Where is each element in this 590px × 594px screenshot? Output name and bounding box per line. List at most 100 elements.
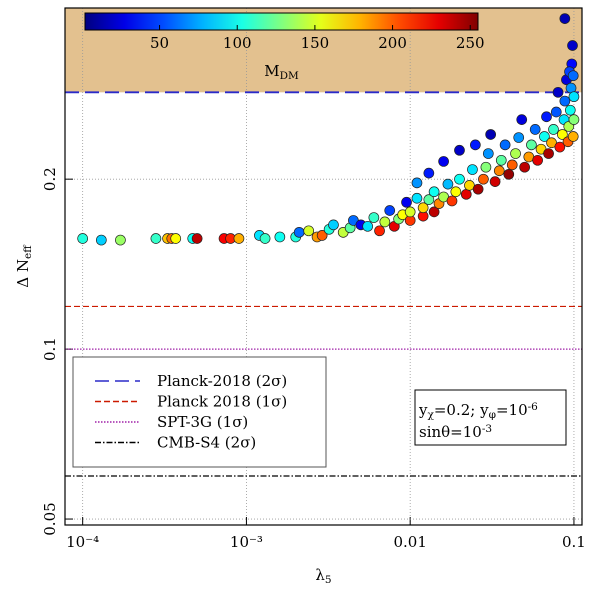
point	[428, 186, 440, 198]
point	[550, 106, 562, 118]
text-part: eff	[22, 244, 34, 259]
point	[516, 114, 528, 125]
point	[259, 233, 271, 244]
colorbar-tick-label: 250	[456, 34, 485, 52]
x-axis-label: λ5	[315, 566, 331, 586]
y-tick-label: 0.2	[41, 167, 59, 191]
point	[568, 91, 580, 103]
colorbar-tick-label: 200	[378, 34, 407, 52]
point	[519, 161, 530, 173]
point	[513, 132, 525, 143]
point	[411, 192, 423, 204]
point	[467, 164, 478, 175]
text-part: -3	[482, 423, 492, 435]
annotation-box	[414, 389, 567, 446]
point	[539, 131, 550, 142]
colorbar-tick-label: 150	[301, 34, 330, 52]
point	[417, 202, 429, 214]
point	[404, 206, 416, 218]
text-part: -6	[528, 401, 539, 413]
y-tick-label: 0.1	[41, 337, 59, 361]
text-part: 5	[325, 574, 332, 586]
point	[374, 225, 385, 237]
point	[423, 194, 435, 205]
point	[503, 168, 515, 180]
point	[428, 206, 440, 218]
point	[567, 70, 579, 82]
point	[532, 154, 543, 166]
colorbar-label: MDM	[264, 62, 299, 82]
point	[529, 124, 541, 135]
text-part: χ	[427, 409, 434, 421]
x-tick-label: 10⁻⁴	[66, 533, 99, 551]
point	[411, 177, 423, 189]
text-part: =0.2; y	[434, 401, 489, 419]
point	[442, 178, 454, 190]
point	[567, 40, 578, 51]
point	[478, 173, 489, 185]
point	[564, 104, 576, 116]
point	[150, 233, 162, 244]
legend-label: CMB-S4 (2σ)	[157, 434, 256, 452]
point	[489, 176, 501, 187]
annotation-line: sinθ=10-3	[419, 423, 492, 441]
point	[472, 183, 484, 195]
point	[495, 154, 507, 166]
point	[546, 137, 557, 149]
point	[482, 148, 494, 159]
point	[485, 129, 496, 140]
point	[548, 124, 559, 135]
x-tick-label: 0.1	[562, 533, 586, 551]
point	[493, 165, 505, 177]
point	[446, 195, 458, 207]
legend-label: SPT-3G (1σ)	[157, 413, 248, 431]
colorbar-tick-label: 100	[223, 34, 252, 52]
point	[362, 220, 374, 232]
point	[526, 139, 537, 151]
point	[316, 230, 328, 241]
point	[379, 216, 391, 228]
point	[469, 139, 481, 151]
point	[450, 186, 462, 198]
point	[438, 156, 449, 167]
colorbar-tick-label: 50	[150, 34, 169, 52]
point	[233, 233, 245, 244]
point	[77, 233, 89, 244]
point	[115, 234, 126, 246]
text-part: y	[418, 401, 428, 419]
point	[460, 188, 472, 200]
y-axis-label: Δ Neff	[14, 244, 34, 288]
point	[401, 196, 412, 208]
point	[559, 13, 571, 24]
point	[95, 234, 107, 246]
point	[567, 131, 579, 142]
point	[559, 95, 571, 107]
plot-frame	[64, 7, 583, 526]
point	[293, 226, 305, 238]
point	[303, 225, 315, 237]
point	[423, 167, 435, 179]
text-part: DM	[280, 70, 299, 82]
legend-label: Planck-2018 (2σ)	[157, 372, 287, 390]
text-part: Δ N	[14, 259, 32, 288]
point	[274, 231, 286, 243]
colorbar	[84, 12, 479, 31]
point	[384, 205, 396, 216]
point	[454, 173, 465, 185]
points	[77, 13, 580, 246]
point	[368, 212, 380, 223]
y-tick-label: 0.05	[41, 502, 59, 535]
text-part: φ	[489, 409, 496, 421]
text-part: sinθ=10	[419, 423, 482, 441]
text-part: λ	[315, 566, 325, 584]
x-tick-label: 0.01	[393, 533, 426, 551]
point	[552, 86, 564, 98]
point	[543, 148, 554, 159]
point	[541, 111, 552, 123]
point	[510, 148, 521, 159]
point	[480, 161, 492, 173]
point	[191, 233, 203, 244]
point	[568, 114, 580, 125]
annotation-line: yχ=0.2; yφ=10-6	[418, 401, 538, 421]
